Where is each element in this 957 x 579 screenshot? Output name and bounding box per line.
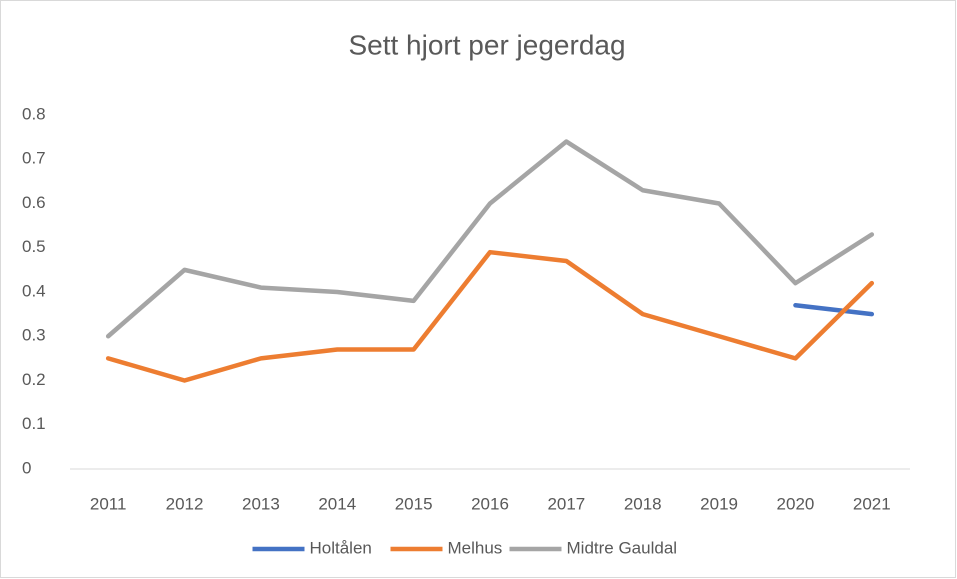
chart-title: Sett hjort per jegerdag (348, 29, 625, 60)
x-tick-label: 2014 (318, 494, 356, 513)
y-tick-label: 0.4 (22, 281, 46, 300)
y-tick-label: 0 (22, 458, 31, 477)
x-tick-label: 2020 (777, 494, 815, 513)
y-tick-label: 0.3 (22, 326, 46, 345)
x-tick-label: 2013 (242, 494, 280, 513)
x-tick-label: 2016 (471, 494, 509, 513)
x-tick-label: 2017 (547, 494, 585, 513)
legend-label: Melhus (448, 538, 503, 557)
x-tick-label: 2019 (700, 494, 738, 513)
y-tick-label: 0.2 (22, 370, 46, 389)
legend-label: Midtre Gauldal (567, 538, 678, 557)
x-tick-label: 2012 (166, 494, 204, 513)
x-tick-label: 2011 (90, 494, 127, 513)
series-line (105, 249, 875, 383)
y-tick-label: 0.7 (22, 149, 46, 168)
series-line (793, 303, 875, 317)
y-tick-label: 0.5 (22, 237, 46, 256)
y-tick-label: 0.6 (22, 193, 46, 212)
y-tick-label: 0.1 (22, 414, 46, 433)
legend-label: Holtålen (310, 538, 372, 557)
x-tick-label: 2018 (624, 494, 662, 513)
series-line (105, 139, 875, 339)
x-tick-label: 2015 (395, 494, 433, 513)
x-tick-label: 2021 (853, 494, 891, 513)
y-tick-label: 0.8 (22, 104, 46, 123)
